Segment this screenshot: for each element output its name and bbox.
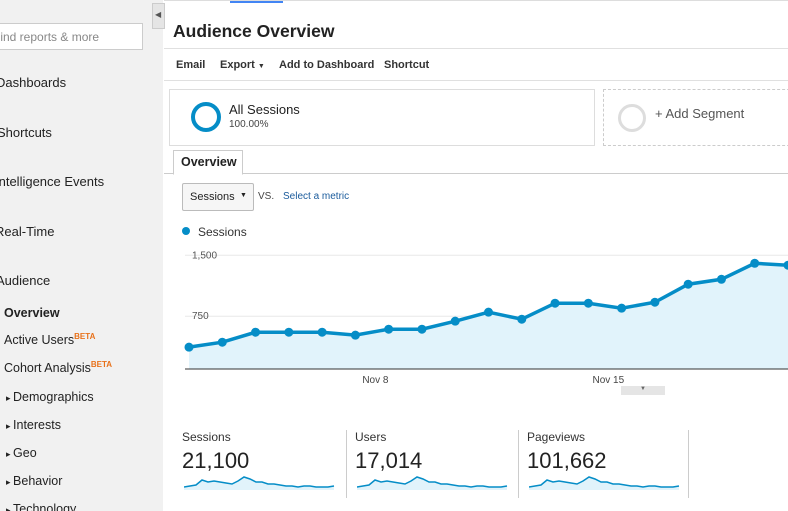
sparkline — [357, 476, 508, 490]
point — [650, 297, 660, 307]
segment-ring — [618, 104, 646, 132]
point — [350, 330, 360, 340]
segment-percent: 100.00% — [229, 119, 269, 130]
nav-subitem[interactable]: ▸ Technology — [6, 502, 76, 511]
search-box[interactable]: Find reports & more — [0, 23, 143, 50]
vs-label: VS. — [258, 191, 275, 202]
point — [617, 303, 627, 313]
metric-separator — [518, 430, 519, 498]
nav-label: Active Users — [4, 333, 75, 348]
beta-badge: BETA — [90, 360, 113, 369]
toolbar-label: Export — [220, 59, 255, 71]
point — [517, 314, 527, 324]
sparkline-area — [529, 477, 679, 490]
page-title: Audience Overview — [173, 21, 335, 41]
nav-item[interactable]: Real-Time — [0, 224, 55, 239]
metric-value: 17,014 — [355, 448, 423, 473]
point — [417, 324, 427, 334]
toolbar-button[interactable]: Add to Dashboard — [279, 59, 375, 71]
y-tick-label: 1,500 — [192, 250, 217, 261]
nav-subitem[interactable]: ▸ Geo — [6, 446, 37, 460]
nav-subitem[interactable]: Overview — [4, 306, 60, 320]
nav-label: Technology — [13, 502, 77, 511]
sparkline-line — [184, 476, 335, 488]
nav-subitem[interactable]: ▸ Interests — [6, 418, 61, 432]
segment-card[interactable]: All Sessions 100.00% — [169, 89, 595, 146]
point — [783, 260, 788, 270]
metric-selected: Sessions — [190, 191, 235, 203]
top-indicator — [230, 0, 283, 3]
divider — [164, 80, 788, 81]
toolbar-button[interactable]: Email — [176, 59, 206, 71]
point — [750, 258, 760, 268]
collapse-button[interactable]: ◀ — [152, 3, 165, 29]
add-segment-label: + Add Segment — [655, 106, 745, 121]
toolbar-button[interactable]: Export ▼ — [220, 59, 265, 71]
tab-label: Overview — [181, 155, 237, 169]
point — [184, 342, 194, 352]
point — [251, 327, 261, 337]
metric-value: 21,100 — [182, 448, 250, 473]
metric-separator — [346, 430, 347, 498]
nav-subitem[interactable]: ▸ Behavior — [6, 474, 63, 488]
metric-name: Sessions — [182, 430, 231, 444]
metric-dropdown[interactable]: Sessions ▼ — [182, 183, 254, 211]
nav-label: Cohort Analysis — [4, 361, 91, 376]
sidebar: Find reports & more Dashboards Shortcuts I… — [0, 0, 163, 511]
nav-label: Overview — [4, 306, 60, 320]
point — [217, 337, 227, 347]
nav-label: Demographics — [13, 390, 94, 404]
x-tick-label: Nov 8 — [362, 375, 389, 386]
nav-subitem[interactable]: Cohort AnalysisBETA — [4, 360, 112, 375]
metric-name: Pageviews — [527, 430, 586, 444]
y-tick-label: 750 — [192, 311, 209, 322]
nav-label: Behavior — [13, 474, 63, 488]
point — [284, 327, 294, 337]
nav-subitem[interactable]: ▸ Demographics — [6, 390, 94, 404]
nav-item[interactable]: Shortcuts — [0, 125, 52, 140]
segment-name: All Sessions — [229, 102, 300, 117]
metric-separator — [688, 430, 689, 498]
sparkline-line — [529, 476, 680, 488]
point — [484, 307, 493, 317]
search-placeholder: Find reports & more — [0, 30, 100, 44]
tab[interactable]: Overview — [173, 150, 243, 175]
x-tick-label: Nov 15 — [592, 375, 624, 386]
sparkline — [529, 476, 680, 490]
nav-item[interactable]: Intelligence Events — [0, 174, 105, 189]
chart: Sessions 750 1,500 Nov 8 Nov 15 — [182, 225, 788, 386]
point — [683, 279, 693, 289]
sparkline-area — [184, 477, 334, 490]
sparkline-line — [357, 476, 508, 488]
point — [450, 316, 460, 326]
point — [550, 298, 560, 308]
legend-dot — [182, 227, 190, 235]
nav-label: Geo — [13, 446, 37, 460]
nav-item[interactable]: Audience — [0, 273, 51, 288]
toolbar-button[interactable]: Shortcut — [384, 59, 430, 71]
top-border — [164, 0, 788, 1]
sparkline — [184, 476, 335, 490]
beta-badge: BETA — [74, 332, 96, 341]
point — [583, 298, 593, 308]
metric-value: 101,662 — [527, 448, 607, 473]
add-segment[interactable]: + Add Segment — [603, 89, 788, 146]
select-metric[interactable]: Select a metric — [283, 191, 350, 202]
nav-label: Interests — [13, 418, 61, 432]
point — [384, 324, 394, 334]
metric-name: Users — [355, 430, 387, 444]
nav-subitem[interactable]: Active UsersBETA — [4, 332, 95, 347]
chart-resize-handle[interactable]: ▼ — [621, 386, 665, 395]
divider — [164, 48, 788, 49]
point — [716, 274, 726, 284]
tab-line — [164, 173, 788, 174]
segment-ring — [191, 102, 221, 132]
legend-label: Sessions — [198, 225, 247, 239]
point — [317, 327, 327, 337]
nav-item[interactable]: Dashboards — [0, 75, 67, 90]
sparkline-area — [357, 477, 507, 490]
